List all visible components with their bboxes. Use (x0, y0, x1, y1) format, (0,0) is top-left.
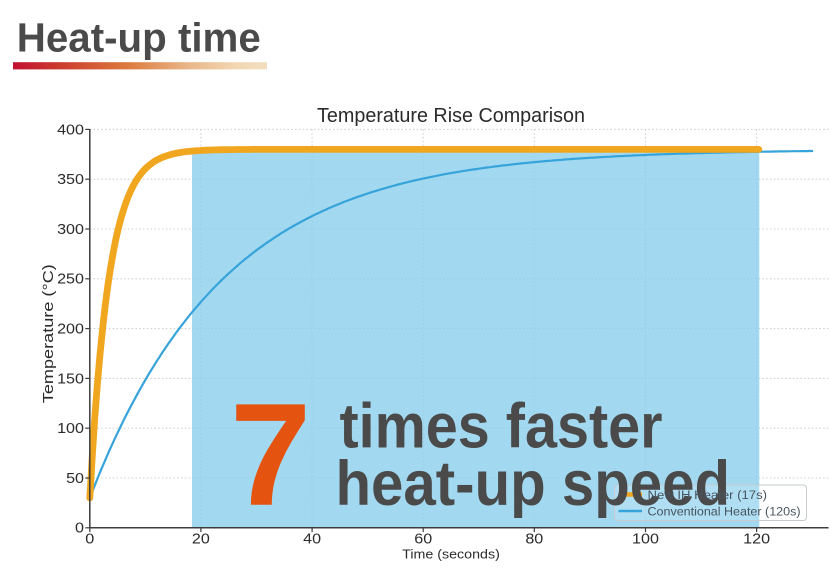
svg-text:250: 250 (57, 272, 84, 288)
svg-text:0: 0 (85, 531, 94, 547)
svg-text:heat-up speed: heat-up speed (336, 449, 731, 519)
svg-text:100: 100 (632, 531, 659, 547)
svg-text:times faster: times faster (340, 392, 663, 462)
svg-text:50: 50 (66, 471, 84, 487)
svg-text:7: 7 (230, 373, 311, 536)
svg-text:Temperature Rise Comparison: Temperature Rise Comparison (317, 105, 585, 127)
svg-text:New IH Heater (17s): New IH Heater (17s) (648, 488, 768, 502)
svg-text:120: 120 (743, 531, 770, 547)
svg-text:350: 350 (57, 172, 84, 188)
svg-text:20: 20 (192, 531, 210, 547)
svg-text:40: 40 (303, 531, 321, 547)
svg-text:100: 100 (57, 421, 84, 437)
svg-text:Time (seconds): Time (seconds) (402, 546, 500, 561)
svg-text:Heat-up time: Heat-up time (17, 15, 261, 61)
svg-text:200: 200 (57, 322, 84, 338)
svg-text:400: 400 (57, 122, 84, 138)
svg-text:Conventional Heater (120s): Conventional Heater (120s) (648, 505, 801, 519)
svg-text:300: 300 (57, 222, 84, 238)
svg-text:150: 150 (57, 371, 84, 387)
svg-text:60: 60 (414, 531, 432, 547)
svg-text:Temperature (°C): Temperature (°C) (40, 264, 57, 403)
svg-text:80: 80 (525, 531, 543, 547)
svg-text:0: 0 (75, 521, 84, 537)
